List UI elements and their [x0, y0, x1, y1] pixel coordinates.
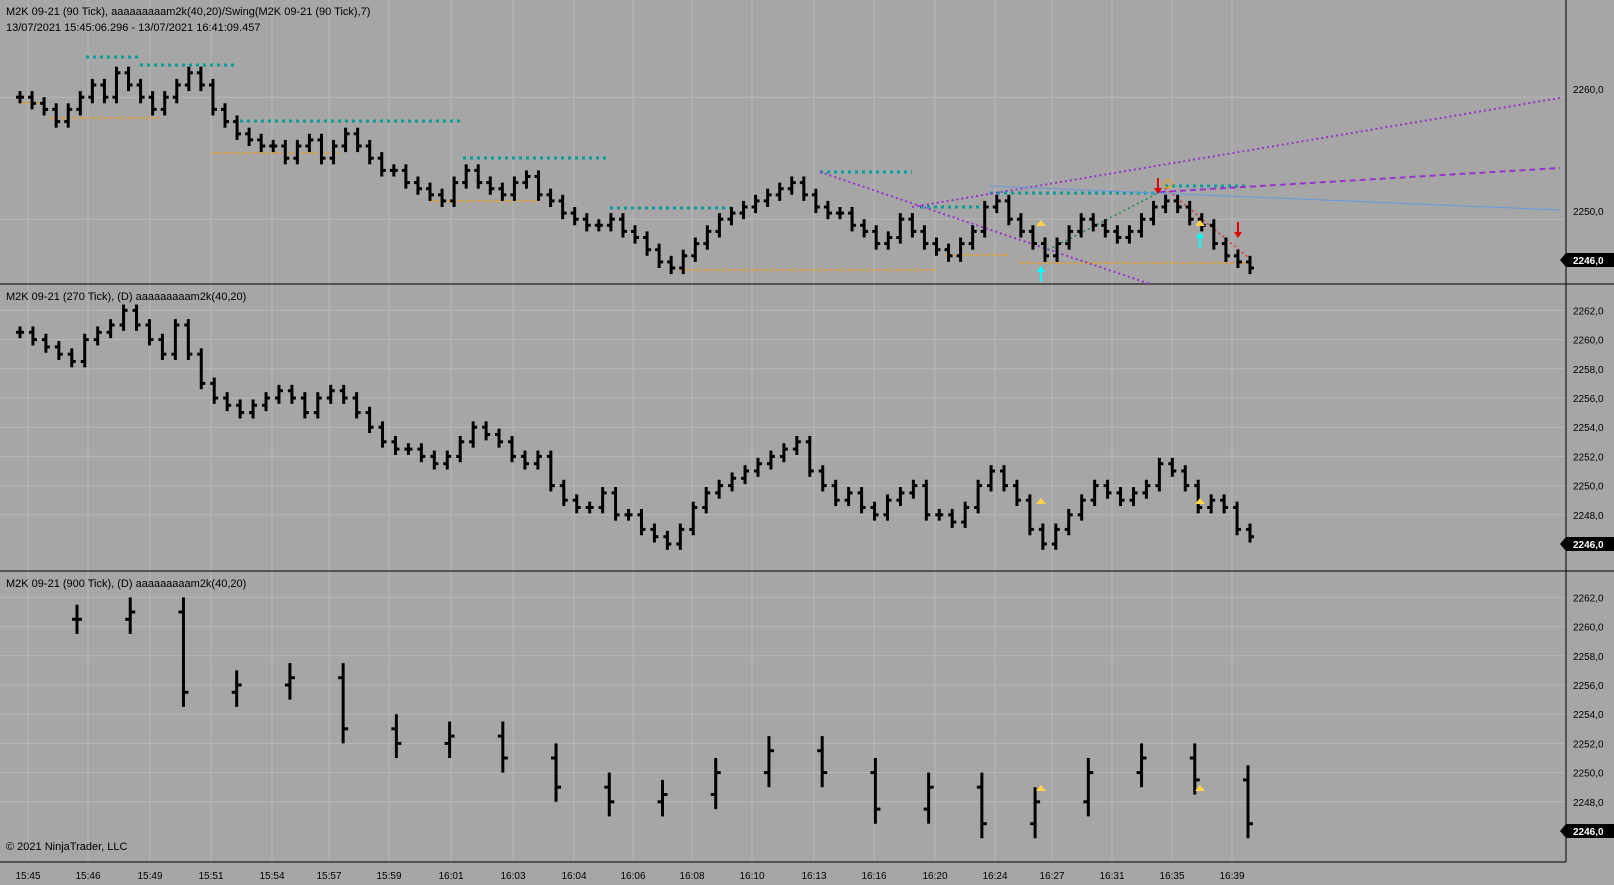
x-tick-label: 16:03	[500, 871, 525, 882]
time-axis[interactable]: 15:45 15:46 15:49 15:51 15:54 15:57 15:59 16:01…	[15, 871, 1244, 882]
y-tick-label: 2256,0	[1573, 681, 1604, 692]
x-tick-label: 16:39	[1219, 871, 1244, 882]
last-price-tag: 2246,0	[1560, 824, 1614, 838]
triangle-marker	[1036, 498, 1046, 504]
trend-line-red-dotted	[1164, 187, 1251, 260]
panel-3-title: M2K 09-21 (900 Tick), (D) aaaaaaaaam2k(4…	[6, 578, 246, 590]
y-tick-label: 2252,0	[1573, 739, 1604, 750]
panel-1-date-range: 13/07/2021 15:45:06.296 - 13/07/2021 16:…	[6, 22, 260, 34]
x-tick-label: 15:45	[15, 871, 40, 882]
y-tick-label: 2254,0	[1573, 423, 1604, 434]
signal-markers	[1036, 178, 1242, 791]
triangle-marker	[1195, 498, 1205, 504]
x-tick-label: 15:51	[198, 871, 223, 882]
x-tick-label: 15:57	[316, 871, 341, 882]
y-tick-label: 2248,0	[1573, 511, 1604, 522]
triangle-marker	[1036, 220, 1046, 226]
x-tick-label: 15:54	[259, 871, 284, 882]
y-tick-label: 2250,0	[1573, 482, 1604, 493]
last-price-tag: 2246,0	[1560, 537, 1614, 551]
arrow-up-icon	[1037, 266, 1045, 282]
y-tick-label: 2256,0	[1573, 394, 1604, 405]
x-tick-label: 16:24	[982, 871, 1007, 882]
price-axis-panel-3[interactable]: 2262,0 2260,0 2258,0 2256,0 2254,0 2252,0 2250…	[1573, 593, 1604, 808]
y-tick-label: 2260,0	[1573, 623, 1604, 634]
y-tick-label: 2258,0	[1573, 652, 1604, 663]
triangle-marker	[1195, 785, 1205, 791]
y-tick-label: 2262,0	[1573, 306, 1604, 317]
x-tick-label: 16:04	[561, 871, 586, 882]
arrow-down-icon	[1234, 222, 1242, 238]
price-axis-panel-2[interactable]: 2262,0 2260,0 2258,0 2256,0 2254,0 2252,0 2250…	[1573, 306, 1604, 521]
y-tick-label: 2260,0	[1573, 336, 1604, 347]
trend-line-blue	[989, 185, 1561, 211]
y-tick-label: 2250,0	[1573, 207, 1604, 218]
arrow-down-icon	[1154, 178, 1162, 194]
y-tick-label: 2258,0	[1573, 365, 1604, 376]
svg-text:2246,0: 2246,0	[1573, 540, 1604, 551]
x-tick-label: 16:20	[922, 871, 947, 882]
x-tick-label: 15:59	[376, 871, 401, 882]
x-tick-label: 16:27	[1039, 871, 1064, 882]
trend-line-purple-dotted	[911, 97, 1561, 208]
x-tick-label: 16:10	[739, 871, 764, 882]
x-tick-label: 16:08	[679, 871, 704, 882]
grid-lines	[0, 0, 1566, 862]
y-tick-label: 2254,0	[1573, 710, 1604, 721]
x-tick-label: 15:49	[137, 871, 162, 882]
y-tick-label: 2260,0	[1573, 85, 1604, 96]
copyright-text: © 2021 NinjaTrader, LLC	[6, 841, 127, 853]
x-tick-label: 15:46	[75, 871, 100, 882]
x-tick-label: 16:16	[861, 871, 886, 882]
price-bars	[16, 66, 1254, 839]
x-tick-label: 16:35	[1159, 871, 1184, 882]
triangle-marker	[1036, 785, 1046, 791]
y-tick-label: 2262,0	[1573, 593, 1604, 604]
y-tick-label: 2248,0	[1573, 798, 1604, 809]
swing-point-marker	[1163, 179, 1173, 189]
price-axis-panel-1[interactable]: 2260,0 2250,0	[1573, 85, 1604, 218]
trend-line-green-dotted	[1047, 191, 1161, 251]
trend-line-purple-dashed	[1159, 167, 1561, 193]
x-tick-label: 16:13	[801, 871, 826, 882]
y-tick-label: 2252,0	[1573, 452, 1604, 463]
svg-text:2246,0: 2246,0	[1573, 827, 1604, 838]
arrow-up-icon	[1196, 232, 1204, 248]
svg-text:2246,0: 2246,0	[1573, 256, 1604, 267]
panel-1-title: M2K 09-21 (90 Tick), aaaaaaaaam2k(40,20)…	[6, 6, 370, 18]
swing-high-line	[86, 55, 1245, 210]
y-tick-label: 2250,0	[1573, 769, 1604, 780]
swing-indicator-overlays	[20, 55, 1561, 285]
trend-line-purple-down	[819, 171, 1151, 285]
panel-2-title: M2K 09-21 (270 Tick), (D) aaaaaaaaam2k(4…	[6, 291, 246, 303]
last-price-tag: 2246,0	[1560, 253, 1614, 267]
x-tick-label: 16:06	[620, 871, 645, 882]
x-tick-label: 16:01	[438, 871, 463, 882]
triangle-marker	[1195, 220, 1205, 226]
x-tick-label: 16:31	[1099, 871, 1124, 882]
